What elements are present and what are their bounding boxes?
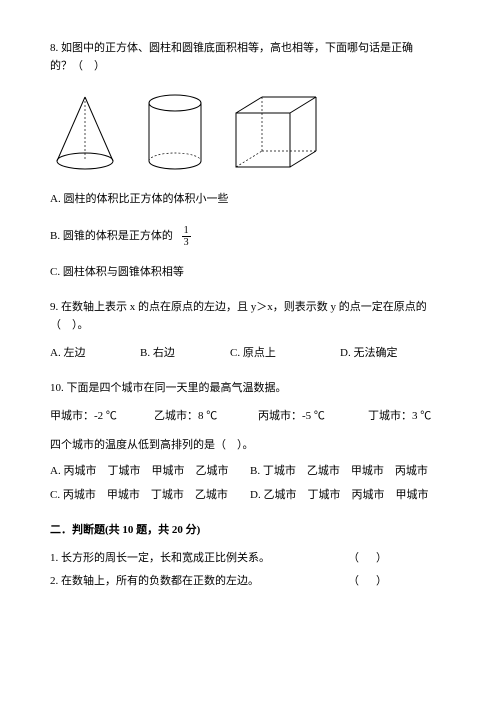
q9-line1: 9. 在数轴上表示 x 的点在原点的左边，且 y＞x，则表示数 y 的点一定在原… bbox=[50, 299, 450, 317]
q9-line2: （ ）。 bbox=[50, 317, 450, 335]
cylinder-icon bbox=[140, 93, 210, 171]
city-yi: 乙城市：8 ℃ bbox=[154, 408, 258, 426]
city-bing: 丙城市：-5 ℃ bbox=[258, 408, 368, 426]
cube-icon bbox=[230, 93, 326, 171]
section-2-heading: 二．判断题(共 10 题，共 20 分) bbox=[50, 522, 450, 540]
judge-2-paren: （ ） bbox=[348, 573, 450, 591]
q9-option-d: D. 无法确定 bbox=[340, 345, 397, 363]
judge-2: 2. 在数轴上，所有的负数都在正数的左边。 （ ） bbox=[50, 573, 450, 591]
judge-1-paren: （ ） bbox=[348, 550, 450, 568]
q9-options: A. 左边 B. 右边 C. 原点上 D. 无法确定 bbox=[50, 345, 450, 363]
question-10: 10. 下面是四个城市在同一天里的最高气温数据。 甲城市：-2 ℃ 乙城市：8 … bbox=[50, 380, 450, 504]
q8-option-a: A. 圆柱的体积比正方体的体积小一些 bbox=[50, 191, 450, 209]
frac-num: 1 bbox=[182, 225, 191, 237]
cone-icon bbox=[50, 91, 120, 171]
q8-option-b: B. 圆锥的体积是正方体的 1 3 bbox=[50, 225, 450, 248]
q8-optb-prefix: B. 圆锥的体积是正方体的 bbox=[50, 230, 173, 242]
frac-den: 3 bbox=[182, 237, 191, 248]
q8-figures bbox=[50, 91, 450, 171]
question-9: 9. 在数轴上表示 x 的点在原点的左边，且 y＞x，则表示数 y 的点一定在原… bbox=[50, 299, 450, 362]
fraction-one-third: 1 3 bbox=[182, 225, 191, 248]
question-8: 8. 如图中的正方体、圆柱和圆锥底面积相等，高也相等，下面哪句话是正确 的？（ … bbox=[50, 40, 450, 281]
q9-option-a: A. 左边 bbox=[50, 345, 140, 363]
q8-option-c: C. 圆柱体积与圆锥体积相等 bbox=[50, 264, 450, 282]
q8-line2: 的？（ ） bbox=[50, 58, 450, 76]
city-jia: 甲城市：-2 ℃ bbox=[50, 408, 154, 426]
judge-1-text: 1. 长方形的周长一定，长和宽成正比例关系。 bbox=[50, 550, 270, 568]
q10-option-d: D. 乙城市 丁城市 丙城市 甲城市 bbox=[250, 487, 450, 505]
q10-option-c: C. 丙城市 甲城市 丁城市 乙城市 bbox=[50, 487, 250, 505]
judge-2-text: 2. 在数轴上，所有的负数都在正数的左边。 bbox=[50, 573, 259, 591]
q10-stem: 10. 下面是四个城市在同一天里的最高气温数据。 bbox=[50, 380, 450, 398]
q8-line1: 8. 如图中的正方体、圆柱和圆锥底面积相等，高也相等，下面哪句话是正确 bbox=[50, 40, 450, 58]
q10-option-b: B. 丁城市 乙城市 甲城市 丙城市 bbox=[250, 463, 450, 481]
city-ding: 丁城市：3 ℃ bbox=[368, 408, 431, 426]
q9-option-b: B. 右边 bbox=[140, 345, 230, 363]
q10-option-a: A. 丙城市 丁城市 甲城市 乙城市 bbox=[50, 463, 250, 481]
q10-ask: 四个城市的温度从低到高排列的是（ ）。 bbox=[50, 437, 450, 455]
q10-city-data: 甲城市：-2 ℃ 乙城市：8 ℃ 丙城市：-5 ℃ 丁城市：3 ℃ bbox=[50, 408, 450, 426]
q10-options: A. 丙城市 丁城市 甲城市 乙城市 B. 丁城市 乙城市 甲城市 丙城市 C.… bbox=[50, 463, 450, 504]
q9-option-c: C. 原点上 bbox=[230, 345, 340, 363]
judge-1: 1. 长方形的周长一定，长和宽成正比例关系。 （ ） bbox=[50, 550, 450, 568]
